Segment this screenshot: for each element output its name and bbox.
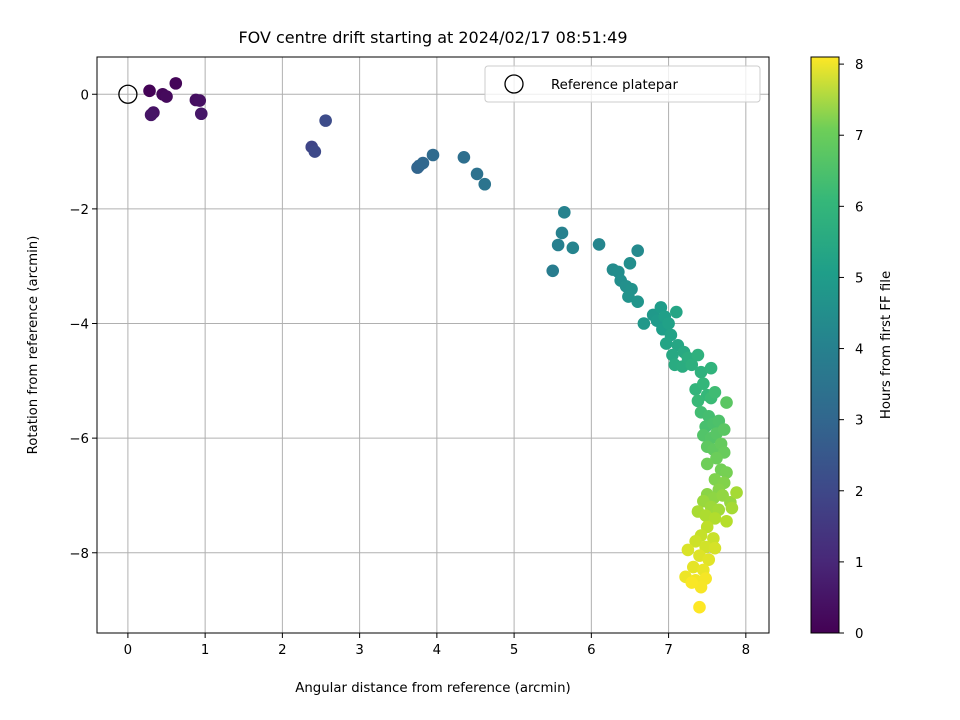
data-point	[631, 295, 644, 309]
data-point	[319, 114, 332, 127]
colorbar-tick-label: 7	[855, 129, 863, 144]
data-point	[720, 466, 733, 479]
reference-platepar-marker	[118, 84, 138, 104]
data-point	[687, 560, 700, 574]
data-point	[637, 317, 651, 330]
data-point	[144, 108, 158, 122]
colorbar-label: Hours from first FF file	[879, 271, 894, 419]
x-tick-label: 3	[355, 643, 363, 658]
colorbar-tick-label: 4	[855, 343, 863, 358]
data-point	[697, 377, 710, 390]
legend-box	[484, 65, 761, 103]
y-axis-ticks: 0 −2 −4 −6 −8	[69, 88, 97, 562]
colorbar-gradient	[810, 56, 840, 634]
data-point	[662, 317, 675, 330]
data-point	[566, 241, 580, 255]
x-tick-label: 8	[742, 643, 750, 658]
data-point	[704, 361, 718, 375]
data-point	[720, 396, 733, 409]
data-point	[666, 348, 679, 362]
plot-frame	[96, 56, 770, 634]
data-point	[194, 107, 208, 121]
data-point	[685, 358, 699, 372]
data-point	[169, 77, 183, 90]
colorbar-tick-label: 3	[855, 414, 863, 429]
colorbar-tick-label: 5	[855, 271, 863, 286]
colorbar-tick-label: 2	[855, 485, 863, 500]
data-point	[710, 451, 723, 465]
data-point	[416, 156, 430, 170]
data-point	[592, 238, 606, 251]
data-point	[725, 501, 739, 515]
data-point	[308, 145, 322, 158]
data-point	[555, 226, 569, 240]
x-tick-label: 2	[278, 643, 286, 658]
data-point	[685, 576, 699, 589]
legend-reference-marker	[504, 74, 524, 94]
data-point	[700, 457, 714, 471]
data-point	[720, 514, 733, 528]
data-point	[426, 148, 440, 162]
data-point	[689, 534, 702, 548]
data-point	[708, 541, 722, 555]
data-point	[717, 423, 731, 436]
chart-title: FOV centre drift starting at 2024/02/17 …	[238, 28, 627, 47]
data-points	[118, 77, 743, 614]
colorbar-tick-label: 0	[855, 627, 863, 642]
x-tick-label: 5	[510, 643, 518, 658]
x-axis-label: Angular distance from reference (arcmin)	[295, 681, 570, 696]
data-point	[702, 553, 716, 566]
y-tick-label: −2	[69, 203, 89, 218]
data-point	[143, 84, 156, 98]
colorbar-tick-label: 6	[855, 200, 863, 215]
data-point	[623, 257, 637, 270]
data-point	[551, 238, 565, 252]
legend-reference-label: Reference platepar	[551, 78, 678, 93]
colorbar-tick-label: 1	[855, 556, 863, 571]
y-tick-label: −6	[69, 432, 89, 447]
colorbar-ticks: 0 1 2 3 4 5 6 7 8	[839, 58, 863, 642]
x-tick-label: 7	[664, 643, 672, 658]
colorbar: 0 1 2 3 4 5 6 7 8 Hours from first FF file	[810, 56, 894, 642]
data-point	[708, 385, 722, 399]
y-tick-label: 0	[81, 88, 89, 103]
data-point	[457, 150, 471, 164]
legend: Reference platepar	[484, 65, 761, 103]
data-point	[707, 532, 720, 545]
data-point	[730, 486, 743, 499]
data-point	[478, 177, 492, 191]
data-point	[546, 264, 560, 278]
x-tick-label: 0	[124, 643, 132, 658]
y-tick-label: −8	[69, 547, 89, 562]
colorbar-tick-label: 8	[855, 58, 863, 73]
data-point	[708, 512, 722, 525]
x-tick-label: 1	[201, 643, 209, 658]
data-point	[160, 90, 173, 103]
y-tick-label: −4	[69, 318, 89, 333]
data-point	[670, 305, 683, 319]
data-point	[693, 600, 706, 614]
data-point	[558, 206, 571, 219]
data-point	[470, 167, 484, 181]
y-axis-label: Rotation from reference (arcmin)	[26, 236, 41, 455]
x-axis-ticks: 0 1 2 3 4 5 6 7 8	[124, 633, 750, 658]
data-point	[193, 94, 207, 107]
x-tick-label: 6	[587, 643, 595, 658]
data-point	[691, 394, 705, 408]
data-point	[631, 244, 644, 258]
grid-lines	[97, 57, 769, 633]
data-point	[691, 348, 705, 362]
data-point	[622, 290, 635, 303]
x-tick-label: 4	[433, 643, 441, 658]
data-point	[659, 337, 673, 350]
data-point	[694, 365, 708, 379]
data-point	[681, 543, 695, 557]
